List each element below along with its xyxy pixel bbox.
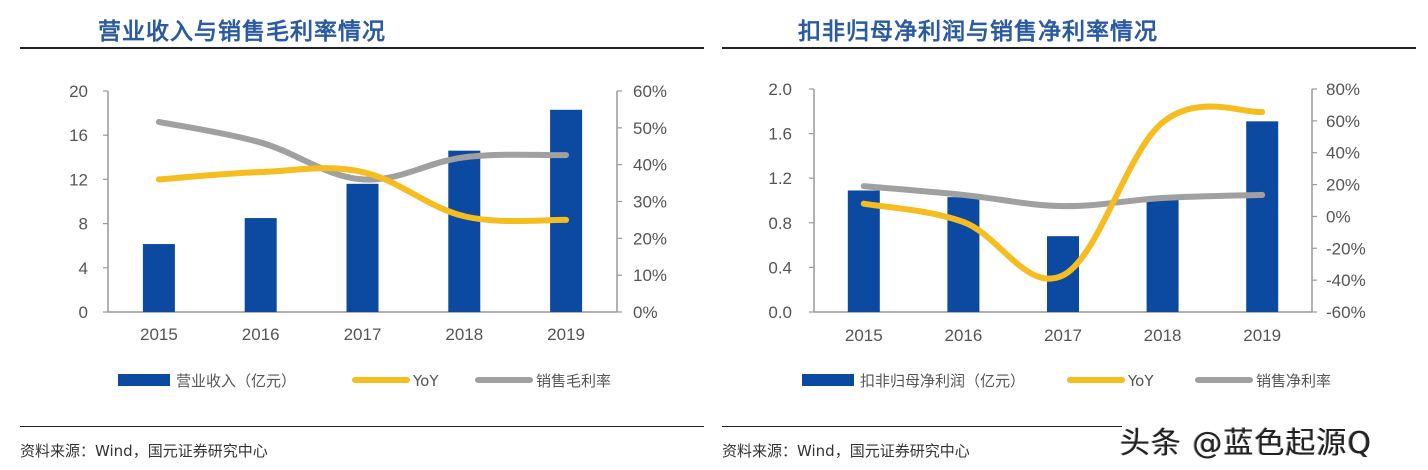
x-tick-label: 2016 bbox=[944, 326, 982, 345]
y-tick-label-left: 8 bbox=[79, 215, 88, 234]
watermark: 头条 @蓝色起源Q bbox=[1120, 426, 1373, 461]
y-tick-label-left: 2.0 bbox=[768, 80, 792, 99]
x-tick-label: 2019 bbox=[1243, 326, 1281, 345]
bar bbox=[550, 109, 583, 312]
title-divider bbox=[20, 47, 704, 49]
source-divider bbox=[20, 426, 704, 427]
y-tick-label-right: 50% bbox=[633, 119, 667, 138]
bar bbox=[448, 150, 481, 312]
legend-label: 营业收入（亿元） bbox=[176, 372, 296, 390]
y-tick-label-right: 40% bbox=[633, 156, 667, 175]
y-tick-label-left: 12 bbox=[69, 170, 88, 189]
legend-label: YoY bbox=[1127, 372, 1154, 390]
bar bbox=[244, 218, 277, 312]
bar bbox=[142, 244, 175, 312]
y-tick-label-left: 4 bbox=[79, 259, 88, 278]
bar bbox=[1146, 199, 1179, 312]
chart-revenue: 0 4 8 12 16 20 0% 10% 20% 30% 40% 50% 60% 2015 2016 201… bbox=[69, 82, 667, 390]
x-tick-label: 2016 bbox=[242, 325, 280, 344]
y-tick-label-right: 40% bbox=[1326, 144, 1360, 163]
y-tick-label-left: 0.8 bbox=[768, 214, 792, 233]
yoy-line bbox=[860, 103, 1266, 282]
y-tick-label-right: -40% bbox=[1326, 271, 1366, 290]
y-tick-label-left: 0.4 bbox=[768, 258, 792, 277]
y-tick-label-left: 1.2 bbox=[768, 169, 792, 188]
x-tick-label: 2019 bbox=[547, 325, 585, 344]
yoy-line bbox=[155, 165, 570, 225]
chart-net-profit: 0.0 0.4 0.8 1.2 1.6 2.0 -60% -40% -20% 0% 20% 40% 60… bbox=[768, 80, 1366, 390]
chart-panel-net-profit: 扣非归母净利润与销售净利率情况 0.0 0.4 0.8 1.2 1.6 2.0 -60% -4… bbox=[714, 0, 1428, 470]
y-tick-label-right: 60% bbox=[633, 82, 667, 101]
legend-swatch-bar bbox=[118, 374, 170, 386]
y-tick-label-right: 10% bbox=[633, 266, 667, 285]
chart-title: 营业收入与销售毛利率情况 bbox=[98, 18, 386, 45]
y-tick-label-right: 20% bbox=[1326, 176, 1360, 195]
y-tick-label-left: 1.6 bbox=[768, 125, 792, 144]
x-tick-label: 2015 bbox=[140, 325, 178, 344]
bar bbox=[947, 197, 980, 312]
y-tick-label-right: 60% bbox=[1326, 112, 1360, 131]
title-divider bbox=[722, 47, 1416, 49]
source-note: 资料来源：Wind，国元证券研究中心 bbox=[722, 442, 970, 460]
bar bbox=[847, 190, 880, 312]
legend-label: 销售毛利率 bbox=[536, 372, 611, 390]
y-tick-label-right: 0% bbox=[633, 303, 658, 322]
legend-label: 扣非归母净利润（亿元） bbox=[860, 372, 1025, 390]
chart-title: 扣非归母净利润与销售净利率情况 bbox=[798, 18, 1158, 45]
bar bbox=[1246, 121, 1279, 313]
source-note: 资料来源：Wind，国元证券研究中心 bbox=[20, 442, 268, 460]
source-divider bbox=[722, 426, 1122, 427]
x-tick-label: 2015 bbox=[845, 326, 883, 345]
chart-panel-revenue: 营业收入与销售毛利率情况 0 4 8 12 16 20 0% 10% 20% 30% 40% 50% 6… bbox=[20, 18, 704, 460]
y-tick-label-left: 16 bbox=[69, 126, 88, 145]
legend-label: YoY bbox=[412, 372, 439, 390]
legend-label: 销售净利率 bbox=[1256, 372, 1331, 390]
y-tick-label-right: 20% bbox=[633, 229, 667, 248]
bar bbox=[346, 183, 379, 312]
y-tick-label-left: 0.0 bbox=[768, 303, 792, 322]
y-tick-label-left: 20 bbox=[69, 82, 88, 101]
x-tick-label: 2017 bbox=[344, 325, 382, 344]
y-tick-label-right: 30% bbox=[633, 193, 667, 212]
y-tick-label-right: -20% bbox=[1326, 239, 1366, 258]
y-tick-label-right: 80% bbox=[1326, 80, 1360, 99]
y-tick-label-right: -60% bbox=[1326, 303, 1366, 322]
margin-line bbox=[155, 118, 570, 183]
x-tick-label: 2018 bbox=[445, 325, 483, 344]
legend-swatch-bar bbox=[802, 374, 854, 386]
x-tick-label: 2017 bbox=[1044, 326, 1082, 345]
y-tick-label-left: 0 bbox=[79, 303, 88, 322]
x-tick-label: 2018 bbox=[1144, 326, 1182, 345]
y-tick-label-right: 0% bbox=[1326, 207, 1351, 226]
margin-line bbox=[860, 183, 1266, 210]
